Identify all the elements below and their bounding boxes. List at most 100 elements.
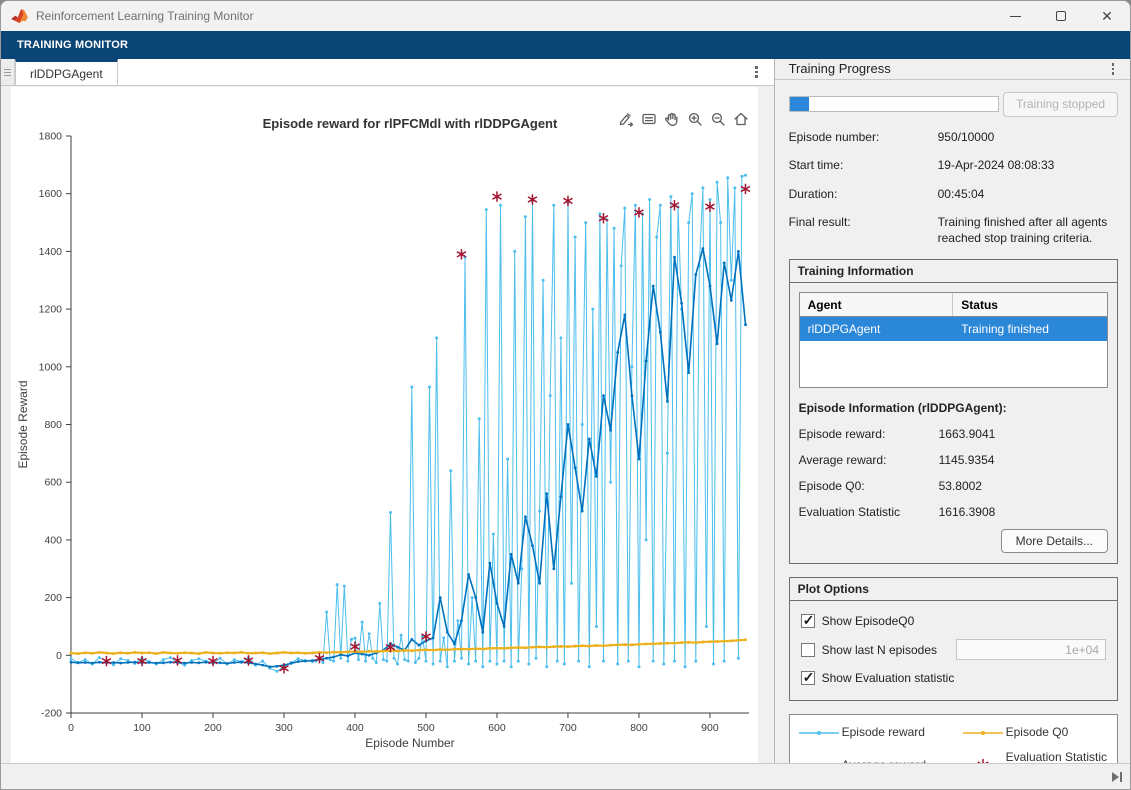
collapse-panel-icon[interactable]: [1110, 771, 1124, 783]
svg-text:600: 600: [44, 477, 62, 489]
svg-text:800: 800: [44, 419, 62, 431]
tab-label: rlDDPGAgent: [30, 66, 103, 81]
svg-text:200: 200: [204, 722, 222, 734]
status-bar: [1, 763, 1130, 789]
close-button[interactable]: ✕: [1084, 1, 1130, 31]
duration-value: 00:45:04: [937, 186, 985, 201]
minimize-button[interactable]: [992, 1, 1038, 31]
table-header-row: Agent Status: [799, 293, 1107, 318]
episode-number-value: 950/10000: [937, 129, 995, 144]
training-stopped-button[interactable]: Training stopped: [1003, 91, 1118, 117]
plot-options-section: Plot Options Show EpisodeQ0 Show last N …: [788, 577, 1118, 702]
legend-item-episode-q0: Episode Q0: [960, 725, 1111, 740]
home-icon[interactable]: [731, 109, 751, 129]
status-column-header[interactable]: Status: [961, 297, 998, 312]
window-title: Reinforcement Learning Training Monitor: [36, 9, 254, 23]
legend-item-episode-reward: Episode reward: [796, 725, 960, 740]
svg-text:1000: 1000: [39, 361, 63, 373]
panel-options-kebab-icon[interactable]: [1108, 59, 1119, 79]
episode-reward-label: Episode reward:: [798, 427, 886, 442]
final-result-label: Final result:: [788, 215, 851, 230]
table-empty-area: [799, 341, 1107, 388]
chart-legend: Episode reward Episode Q0 Average reward: [788, 714, 1118, 763]
panel-title: Training Progress: [788, 61, 891, 77]
svg-text:700: 700: [559, 722, 577, 734]
svg-text:1800: 1800: [39, 131, 63, 143]
start-time-value: 19-Apr-2024 08:08:33: [937, 158, 1055, 173]
svg-text:1600: 1600: [39, 188, 63, 200]
svg-text:500: 500: [417, 722, 435, 734]
episode-q0-line-icon: [960, 729, 1006, 737]
svg-text:0: 0: [56, 650, 62, 662]
show-evaluation-statistic-checkbox[interactable]: [800, 669, 815, 686]
agent-cell: rlDDPGAgent: [800, 317, 954, 342]
svg-text:1200: 1200: [39, 304, 63, 316]
document-tab-strip: rlDDPGAgent: [1, 59, 774, 86]
training-information-section: Training Information Agent Status rlDDPG…: [788, 259, 1118, 565]
panel-grip[interactable]: [1, 59, 15, 85]
episode-reward-value: 1663.9041: [938, 427, 996, 442]
plot-options-title: Plot Options: [789, 578, 1117, 602]
episode-reward-line-icon: [796, 729, 842, 737]
svg-text:200: 200: [44, 592, 62, 604]
toolstrip-ribbon: TRAINING MONITOR: [1, 31, 1130, 59]
svg-text:400: 400: [346, 722, 364, 734]
svg-text:Episode Reward: Episode Reward: [16, 380, 30, 468]
maximize-button[interactable]: [1038, 1, 1084, 31]
episode-q0-value: 53.8002: [938, 479, 982, 494]
svg-text:600: 600: [488, 722, 506, 734]
episode-number-label: Episode number:: [788, 129, 880, 144]
close-icon: ✕: [1101, 7, 1113, 24]
export-icon[interactable]: [616, 109, 636, 129]
training-information-title: Training Information: [789, 260, 1117, 284]
evaluation-statistic-label: Evaluation Statistic: [798, 505, 900, 520]
episode-q0-label: Episode Q0:: [798, 479, 865, 494]
show-last-n-episodes-checkbox[interactable]: [800, 642, 815, 657]
svg-text:Episode Number: Episode Number: [365, 736, 454, 750]
table-row[interactable]: rlDDPGAgent Training finished: [799, 317, 1107, 342]
title-bar: Reinforcement Learning Training Monitor …: [1, 1, 1130, 31]
show-episodeq0-checkbox[interactable]: [800, 612, 815, 629]
pan-icon[interactable]: [662, 109, 682, 129]
reward-plot[interactable]: -200 0 200 400 600 800 1000 1200 1400 1600 1800 0 10…: [11, 87, 758, 763]
show-last-n-episodes-label: Show last N episodes: [821, 642, 937, 657]
svg-text:300: 300: [275, 722, 293, 734]
ribbon-tab-training-monitor[interactable]: TRAINING MONITOR: [17, 39, 129, 51]
svg-text:900: 900: [701, 722, 719, 734]
svg-text:800: 800: [630, 722, 648, 734]
svg-text:-200: -200: [41, 708, 62, 720]
minimize-icon: [1009, 15, 1021, 17]
chart-title: Episode reward for rlPFCMdl with rlDDPGA…: [262, 116, 558, 131]
datatip-icon[interactable]: [639, 109, 659, 129]
last-n-episodes-input[interactable]: [956, 639, 1106, 661]
evaluation-statistic-asterisk-icon: [960, 757, 1006, 763]
agent-column-header[interactable]: Agent: [800, 293, 954, 317]
legend-item-average-reward: Average reward: [796, 750, 960, 763]
show-episodeq0-label: Show EpisodeQ0: [821, 614, 915, 629]
average-reward-label: Average reward:: [798, 453, 887, 468]
tab-options-kebab-icon[interactable]: [751, 62, 762, 82]
status-cell: Training finished: [961, 322, 1049, 337]
axes-toolbar: [616, 109, 751, 129]
svg-text:0: 0: [68, 722, 74, 734]
training-progress-panel: Training Progress Training stopped Episo…: [774, 59, 1130, 763]
more-details-button[interactable]: More Details...: [1000, 529, 1108, 554]
legend-item-evaluation-statistic: Evaluation Statistic (MeanEpisodeReward): [960, 750, 1111, 763]
evaluation-statistic-value: 1616.3908: [938, 505, 996, 520]
svg-text:1400: 1400: [39, 246, 63, 258]
maximize-icon: [1056, 11, 1066, 21]
average-reward-value: 1145.9354: [938, 453, 995, 468]
start-time-label: Start time:: [788, 158, 844, 173]
agent-status-table: Agent Status rlDDPGAgent Training finish…: [798, 292, 1108, 389]
svg-text:100: 100: [133, 722, 151, 734]
zoom-in-icon[interactable]: [685, 109, 705, 129]
final-result-value: Training finished after all agents reach…: [937, 215, 1108, 245]
tab-rlddpgagent[interactable]: rlDDPGAgent: [15, 59, 118, 85]
matlab-logo-icon: [11, 8, 28, 23]
svg-text:400: 400: [44, 534, 62, 546]
training-progress-bar: [788, 96, 999, 112]
training-progress-fill: [789, 97, 810, 111]
figure-canvas: Episode reward for rlPFCMdl with rlDDPGA…: [11, 87, 758, 763]
zoom-out-icon[interactable]: [708, 109, 728, 129]
